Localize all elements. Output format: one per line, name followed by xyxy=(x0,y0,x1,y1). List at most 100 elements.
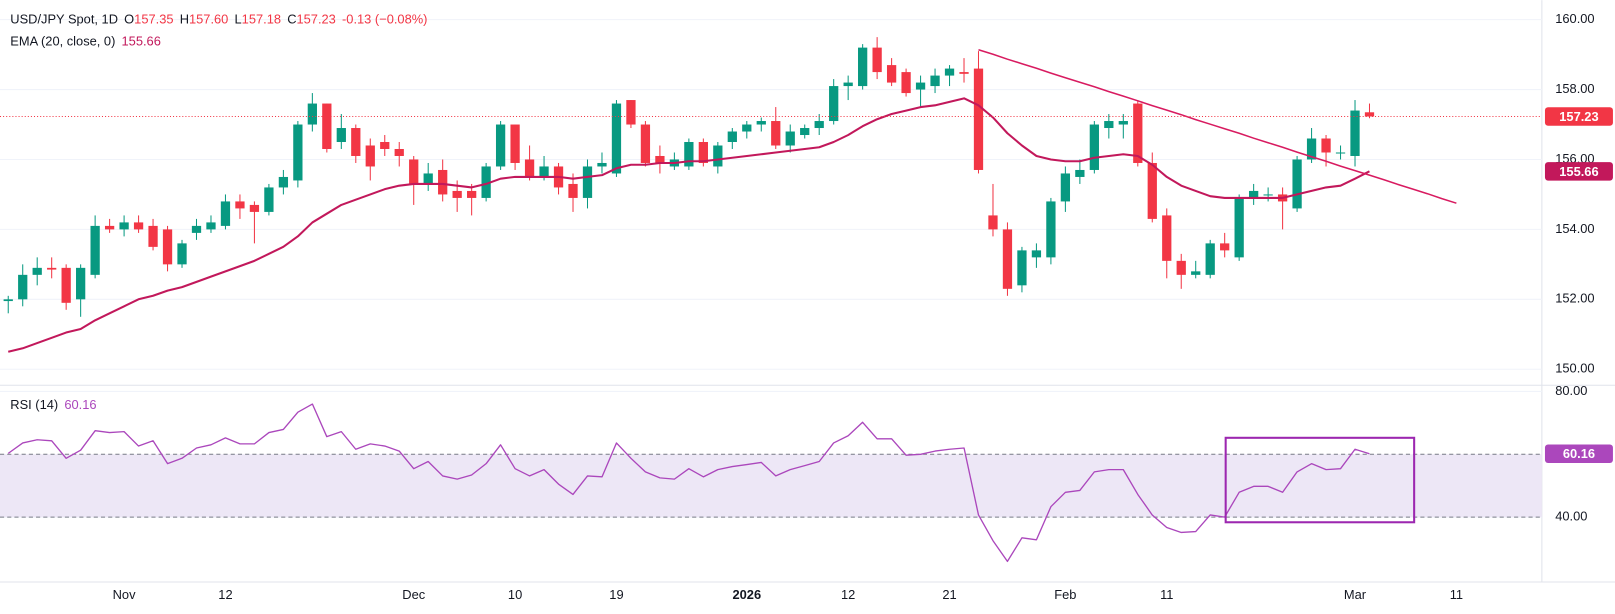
candle-body xyxy=(886,65,897,83)
candle-body xyxy=(684,142,694,167)
candle-body xyxy=(524,159,535,177)
candle-body xyxy=(1205,243,1215,275)
candle-body xyxy=(18,274,28,300)
candle-body xyxy=(162,229,173,265)
candle-body xyxy=(1364,112,1375,117)
quote-value: 157.23 xyxy=(297,12,336,27)
x-tick-label: Mar xyxy=(1344,587,1367,602)
title: USD/JPY Spot, 1D xyxy=(10,12,118,27)
x-tick-label: 11 xyxy=(1450,587,1463,602)
candle-body xyxy=(1060,173,1071,202)
candle-body xyxy=(1046,201,1056,258)
candle-body xyxy=(307,103,317,125)
quote-key: C xyxy=(287,12,296,27)
candle-body xyxy=(76,267,86,300)
x-tick-label: 12 xyxy=(218,587,232,602)
candle-body xyxy=(539,166,549,177)
candle-body xyxy=(177,243,187,265)
quote-value: 157.60 xyxy=(189,12,228,27)
candle-body xyxy=(973,68,984,170)
series-line xyxy=(7,97,1370,353)
candle-body xyxy=(640,124,651,163)
candle-body xyxy=(1133,103,1143,163)
candle-body xyxy=(1075,169,1085,177)
candle-body xyxy=(915,82,926,90)
candle-body xyxy=(119,222,129,230)
candle-body xyxy=(1147,162,1157,219)
candle-body xyxy=(206,222,216,230)
candle-body xyxy=(336,128,346,143)
candle-body xyxy=(1118,121,1128,125)
candle-body xyxy=(626,100,636,125)
last-value-box xyxy=(1544,162,1613,181)
candle-body xyxy=(438,169,448,195)
y-tick-label: 80.00 xyxy=(1555,383,1587,398)
candle-body xyxy=(90,225,100,275)
candle-body xyxy=(365,145,375,167)
candle-body xyxy=(467,190,477,198)
candle-body xyxy=(1017,250,1027,286)
candle-body xyxy=(727,131,737,143)
candle-body xyxy=(1249,190,1259,198)
candle-body xyxy=(1306,138,1317,160)
candle-body xyxy=(1162,215,1172,261)
candle-body xyxy=(568,183,578,198)
legend-name: EMA (20, close, 0) xyxy=(10,34,115,49)
candle-body xyxy=(1263,194,1273,196)
candle-body xyxy=(597,162,607,167)
candle-body xyxy=(423,173,433,184)
y-tick-label: 152.00 xyxy=(1555,291,1594,306)
rsi-band xyxy=(0,454,1542,518)
quote-change: -0.13 (−0.08%) xyxy=(342,12,427,27)
candle-body xyxy=(133,222,144,230)
series-line xyxy=(7,403,1370,563)
candle-body xyxy=(756,121,766,125)
y-tick-label: 150.00 xyxy=(1555,361,1594,376)
candle-body xyxy=(452,190,462,198)
candle-body xyxy=(249,204,260,212)
candle-body xyxy=(481,166,491,198)
candle-body xyxy=(930,75,940,87)
rsi-header: RSI (14) 60.16 xyxy=(10,397,96,412)
legend-name: RSI (14) xyxy=(10,397,58,412)
candle-body xyxy=(220,201,231,226)
candle-body xyxy=(47,267,57,270)
candle-body xyxy=(495,124,506,167)
y-tick-label: 40.00 xyxy=(1555,509,1587,524)
candle-body xyxy=(351,128,361,156)
last-value-label: 157.23 xyxy=(1559,109,1598,124)
y-tick-label: 160.00 xyxy=(1555,11,1594,26)
candle-body xyxy=(944,68,955,76)
x-tick-label: Feb xyxy=(1054,587,1076,602)
quote-value: 157.35 xyxy=(134,12,173,27)
x-tick-label: 19 xyxy=(609,587,623,602)
candle-body xyxy=(800,128,810,136)
candle-body xyxy=(148,225,158,247)
legend-value: 60.16 xyxy=(64,397,96,412)
candle-body xyxy=(655,155,665,163)
candle-body xyxy=(278,176,289,188)
candle-body xyxy=(713,145,723,167)
candle-body xyxy=(191,225,202,233)
candle-body xyxy=(1292,159,1302,209)
x-tick-label: 11 xyxy=(1160,587,1173,602)
quote-key: O xyxy=(124,12,134,27)
candle-body xyxy=(1104,121,1114,129)
candle-body xyxy=(1191,271,1201,275)
quote-value: 157.18 xyxy=(242,12,281,27)
candle-body xyxy=(1176,260,1186,275)
ema-header: EMA (20, close, 0) 155.66 xyxy=(10,34,161,49)
candle-body xyxy=(901,72,911,94)
x-tick-label: 2026 xyxy=(732,587,761,602)
candle-body xyxy=(61,267,71,303)
candle-body xyxy=(771,121,781,146)
candle-body xyxy=(1350,110,1360,156)
candle-body xyxy=(1234,197,1244,258)
last-value-box xyxy=(1544,107,1613,126)
last-value-box xyxy=(1544,444,1613,464)
candle-body xyxy=(1089,124,1099,170)
last-value-label: 60.16 xyxy=(1563,446,1595,461)
candle-body xyxy=(829,86,839,122)
candle-body xyxy=(394,148,404,156)
